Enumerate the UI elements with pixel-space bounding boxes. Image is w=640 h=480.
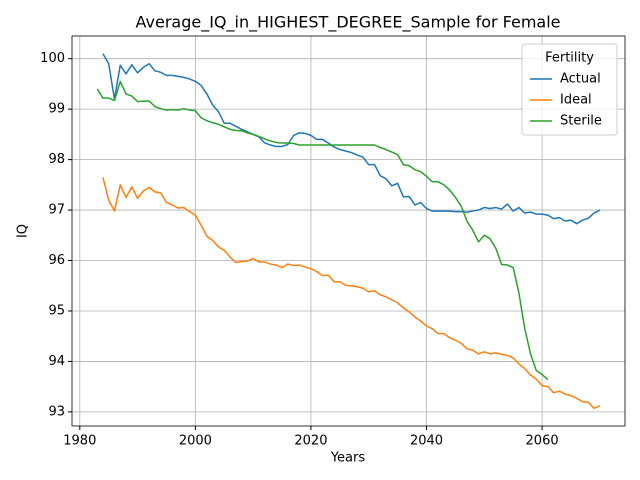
- legend-label: Sterile: [560, 114, 602, 129]
- line-series: [96, 80, 549, 381]
- legend-label: Ideal: [560, 93, 592, 108]
- x-axis-label: Years: [330, 451, 366, 466]
- y-tick-label: 99: [48, 102, 65, 117]
- legend-label: Actual: [560, 72, 601, 87]
- line-series: [102, 177, 601, 410]
- y-tick-label: 100: [40, 51, 65, 66]
- x-tick-label: 2060: [526, 434, 559, 449]
- x-tick-label: 2040: [410, 434, 443, 449]
- legend-title: Fertility: [545, 51, 594, 66]
- y-tick-label: 96: [48, 253, 65, 268]
- line-series: [102, 53, 601, 225]
- y-tick-label: 93: [48, 404, 65, 419]
- y-tick-label: 95: [48, 303, 65, 318]
- x-tick-label: 2020: [294, 434, 327, 449]
- x-tick-label: 2000: [179, 434, 212, 449]
- y-tick-label: 97: [48, 203, 65, 218]
- y-tick-label: 98: [48, 152, 65, 167]
- legend-box: [521, 43, 618, 136]
- y-axis-label: IQ: [16, 224, 31, 238]
- chart-title: Average_IQ_in_HIGHEST_DEGREE_Sample for …: [136, 13, 561, 33]
- y-tick-label: 94: [48, 354, 65, 369]
- plot-frame: [71, 35, 626, 427]
- x-tick-label: 1980: [63, 434, 96, 449]
